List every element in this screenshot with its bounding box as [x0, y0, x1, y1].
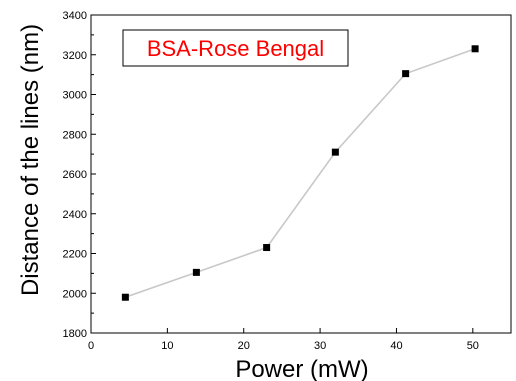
data-point [402, 70, 410, 78]
data-point [331, 148, 339, 156]
y-axis-ticks: 1800 2000 2200 2400 2600 2800 3000 3200 3400 [63, 10, 96, 340]
x-tick-label: 40 [390, 340, 402, 352]
data-point [471, 45, 479, 53]
series-line [125, 48, 476, 298]
y-axis-title: Distance of the lines (nm) [17, 24, 44, 296]
x-tick-label: 30 [314, 340, 326, 352]
data-point [263, 244, 271, 252]
y-tick-label: 2000 [63, 288, 87, 300]
y-tick-label: 2400 [63, 209, 87, 221]
data-point [192, 268, 200, 276]
legend-label: BSA-Rose Bengal [147, 36, 324, 61]
y-tick-label: 3400 [63, 10, 87, 22]
legend-box: BSA-Rose Bengal [122, 29, 349, 67]
y-tick-label: 3000 [63, 90, 87, 102]
x-tick-label: 20 [238, 340, 250, 352]
data-point [121, 293, 129, 301]
y-tick-label: 2200 [63, 249, 87, 261]
y-tick-label: 1800 [63, 328, 87, 340]
series-markers [121, 45, 479, 301]
x-tick-label: 50 [467, 340, 479, 352]
y-tick-label: 3200 [63, 50, 87, 62]
x-axis-title: Power (mW) [235, 356, 368, 381]
x-axis-ticks: 0 10 20 30 40 50 [88, 328, 479, 352]
y-tick-label: 2600 [63, 169, 87, 181]
x-tick-label: 10 [161, 340, 173, 352]
x-tick-label: 0 [88, 340, 94, 352]
y-tick-label: 2800 [63, 129, 87, 141]
